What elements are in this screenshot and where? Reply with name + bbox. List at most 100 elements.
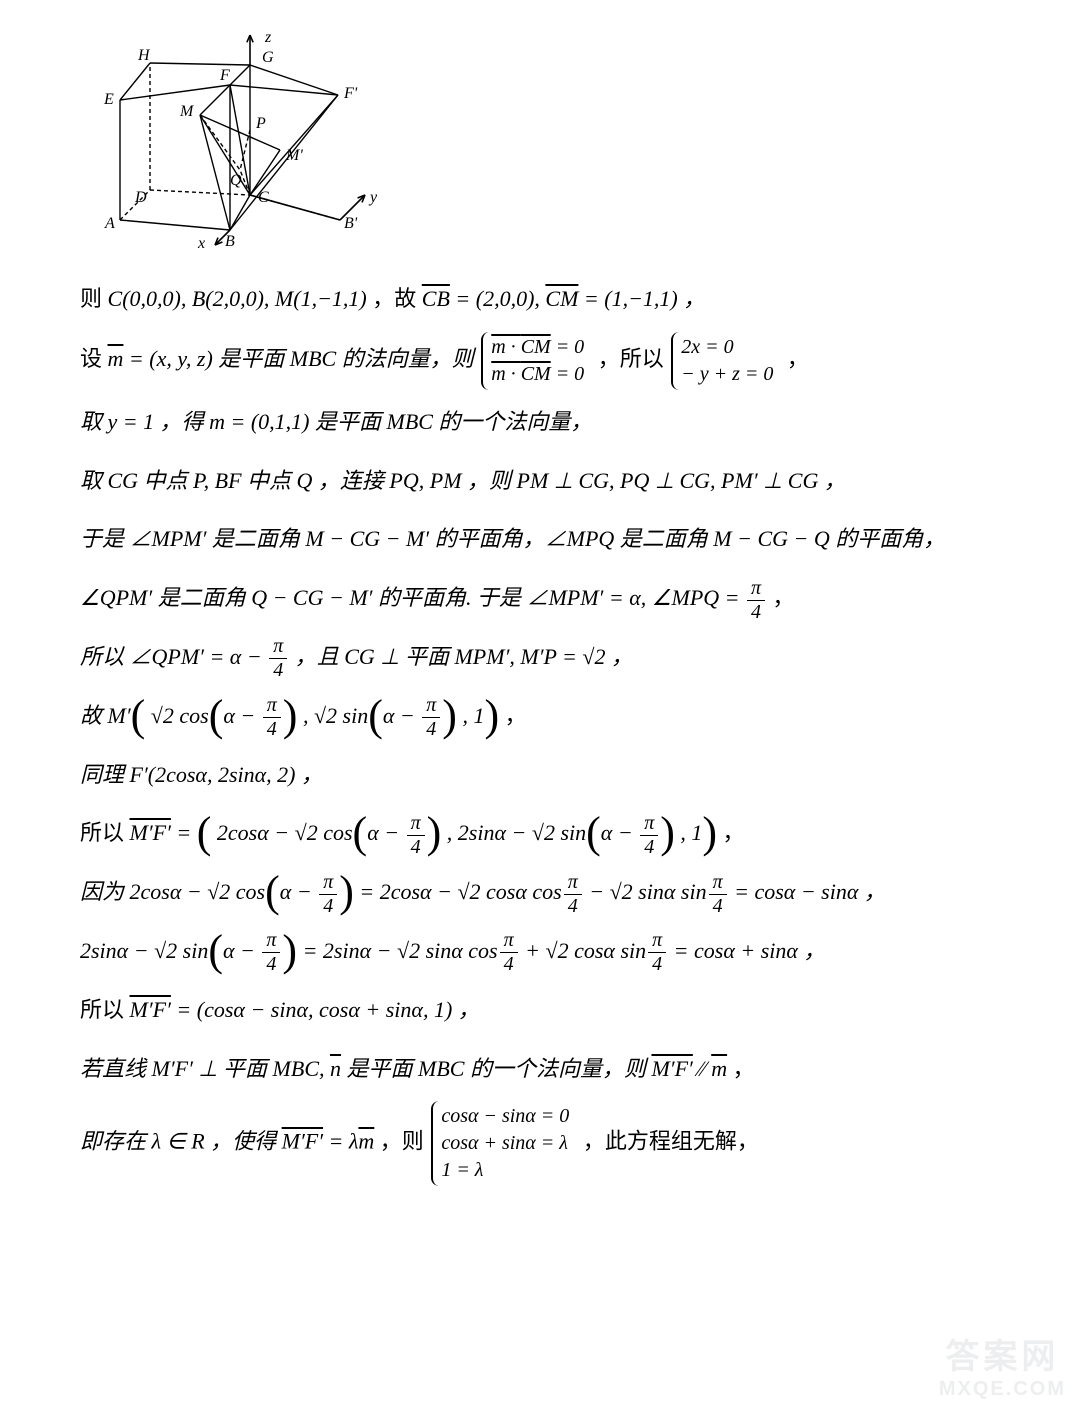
line-10: 所以 M′F′ = ( 2cosα − √2 cos(α − π4) , 2si… [80, 807, 1000, 860]
line-3: 取 y = 1 ，得 m = (0,1,1) 是平面 MBC 的一个法向量， [80, 396, 1000, 449]
line-8: 故 M′( √2 cos(α − π4) , √2 sin(α − π4) , … [80, 690, 1000, 743]
t: 2sinα − √2 sin [80, 938, 208, 963]
t: ，此方程组无解， [583, 1129, 759, 1154]
frac: π4 [709, 871, 727, 918]
frac: π4 [269, 635, 287, 682]
t: 所以 ∠QPM′ = α − [80, 644, 267, 669]
t: 即存在 λ ∈ R ，使得 [80, 1129, 282, 1154]
line-11: 因为 2cosα − √2 cos(α − π4) = 2cosα − √2 c… [80, 866, 1000, 919]
t: = λ [323, 1129, 358, 1154]
vec-MF: M′F′ [651, 1056, 692, 1081]
line-9: 同理 F′(2cosα, 2sinα, 2) ， [80, 749, 1000, 802]
t: = cosα − sinα ， [734, 879, 886, 904]
t: α − [367, 820, 404, 845]
t: 若直线 M′F′ ⊥ 平面 MBC, [80, 1056, 330, 1081]
t: 1 = λ [441, 1157, 569, 1184]
svg-text:E: E [103, 91, 114, 108]
frac: π4 [500, 929, 518, 976]
svg-text:z: z [264, 29, 272, 46]
d: 4 [422, 718, 440, 741]
t: ， [727, 1056, 755, 1081]
line-1: 则 C(0,0,0), B(2,0,0), M(1,−1,1) ，故 CB = … [80, 273, 1000, 326]
vec-MF: M′F′ [130, 820, 171, 845]
vec-CM: CM [545, 286, 578, 311]
t: ，则 [374, 1129, 429, 1154]
d: 4 [747, 601, 765, 624]
d: 4 [709, 895, 727, 918]
frac: π4 [263, 694, 281, 741]
line-2: 设 m = (x, y, z) 是平面 MBC 的法向量，则 m · CM = … [80, 332, 1000, 390]
n: π [564, 871, 582, 895]
frac: π4 [747, 577, 765, 624]
watermark-top: 答案网 [939, 1329, 1066, 1378]
t: = (cosα − sinα, cosα + sinα, 1) ， [171, 997, 480, 1022]
t: = [171, 820, 197, 845]
frac: π4 [422, 694, 440, 741]
d: 4 [564, 895, 582, 918]
t: ， [499, 703, 527, 728]
d: 4 [269, 659, 287, 682]
brace-1: m · CM = 0 m · CM = 0 [481, 332, 590, 390]
frac: π4 [262, 929, 280, 976]
t: α − [223, 703, 260, 728]
t: α − [601, 820, 638, 845]
t: 所以 [80, 997, 130, 1022]
line-13: 所以 M′F′ = (cosα − sinα, cosα + sinα, 1) … [80, 984, 1000, 1037]
svg-text:y: y [368, 189, 378, 206]
frac: π4 [407, 812, 425, 859]
t: = (2,0,0), [450, 286, 546, 311]
t: m · [491, 363, 520, 385]
t: ，所以 [598, 346, 670, 371]
svg-text:G: G [262, 49, 274, 66]
svg-text:F: F [219, 67, 230, 84]
t: ⁄⁄ [693, 1056, 711, 1081]
t: + √2 cosα sin [525, 938, 646, 963]
t: 因为 2cosα − √2 cos [80, 879, 265, 904]
vec-MF: M′F′ [130, 997, 171, 1022]
line-12: 2sinα − √2 sin(α − π4) = 2sinα − √2 sinα… [80, 925, 1000, 978]
geometry-diagram: ABB'CDEFF'GHMM'PQzxy [80, 20, 1000, 255]
t: ， [787, 346, 809, 371]
t: , √2 sin [303, 703, 368, 728]
n: π [709, 871, 727, 895]
n: π [262, 929, 280, 953]
n: π [648, 929, 666, 953]
svg-text:P: P [255, 115, 266, 132]
t: 2cosα − √2 cos [217, 820, 353, 845]
svg-text:A: A [104, 215, 115, 232]
t: ∠QPM′ 是二面角 Q − CG − M′ 的平面角. 于是 ∠MPM′ = … [80, 585, 745, 610]
d: 4 [263, 718, 281, 741]
t: − √2 sinα sin [589, 879, 706, 904]
t: CM [521, 336, 551, 358]
t: , 2sinα − √2 sin [447, 820, 586, 845]
d: 4 [648, 953, 666, 976]
d: 4 [500, 953, 518, 976]
t: α − [280, 879, 317, 904]
n: π [500, 929, 518, 953]
t: CM [521, 363, 551, 385]
t: ， [717, 820, 745, 845]
svg-text:M: M [179, 103, 195, 120]
d: 4 [319, 895, 337, 918]
t: − y + z = 0 [681, 361, 773, 388]
n: π [640, 812, 658, 836]
t: 设 [80, 346, 108, 371]
line-4: 取 CG 中点 P, BF 中点 Q ，连接 PQ, PM ，则 PM ⊥ CG… [80, 455, 1000, 508]
svg-text:B': B' [344, 215, 358, 232]
t: = 2sinα − √2 sinα cos [303, 938, 498, 963]
svg-text:H: H [137, 47, 151, 64]
n: π [407, 812, 425, 836]
line-5: 于是 ∠MPM′ 是二面角 M − CG − M′ 的平面角，∠MPQ 是二面角… [80, 513, 1000, 566]
d: 4 [407, 836, 425, 859]
t: 则 [80, 286, 108, 311]
t: 故 M′ [80, 703, 131, 728]
frac: π4 [640, 812, 658, 859]
line-15: 即存在 λ ∈ R ，使得 M′F′ = λm ，则 cosα − sinα =… [80, 1101, 1000, 1186]
svg-text:D: D [134, 189, 147, 206]
n: π [269, 635, 287, 659]
t: , 1 [462, 703, 484, 728]
frac: π4 [564, 871, 582, 918]
t: C(0,0,0), B(2,0,0), M(1,−1,1) [108, 286, 367, 311]
vec-MF: M′F′ [282, 1129, 323, 1154]
diagram-svg: ABB'CDEFF'GHMM'PQzxy [80, 20, 380, 250]
